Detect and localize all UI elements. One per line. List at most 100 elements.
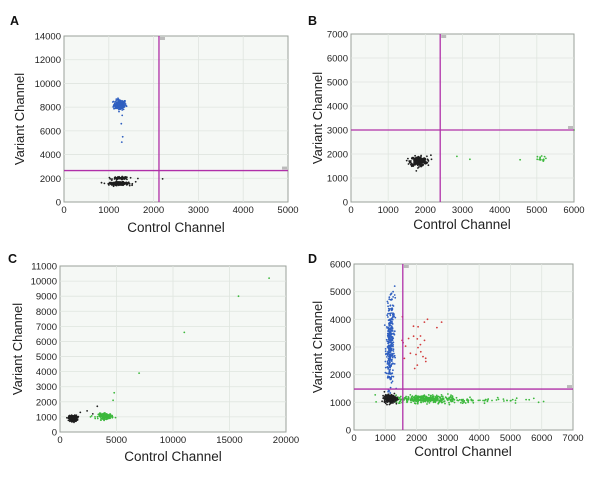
droplet-point-negative [415,157,418,160]
droplet-point-variant-positive [394,296,397,299]
droplet-point-double-positive [424,357,427,360]
x-tick-label: 6000 [531,433,552,444]
droplet-point-control-positive [427,398,430,401]
droplet-point-negative [426,158,429,161]
droplet-point-control-positive [543,155,546,158]
droplet-point-negative [126,178,128,181]
x-tick-label: 2000 [143,205,164,216]
droplet-point-control-positive [108,417,110,420]
y-tick-label: 11000 [31,262,57,273]
droplet-point-control-positive [416,401,419,404]
droplet-point-variant-positive [114,103,117,105]
droplet-point-control-positive [434,396,437,399]
y-tick-label: 1000 [330,398,351,409]
droplet-point-variant-positive [121,135,124,138]
droplet-point-variant-positive [390,335,393,338]
droplet-point-double-positive [404,345,407,347]
droplet-point-control-positive [439,399,442,402]
y-tick-label: 0 [343,198,348,209]
threshold-handle-control[interactable] [441,35,447,38]
droplet-point-negative [384,398,386,401]
droplet-point-negative [420,156,422,158]
droplet-point-control-positive [477,399,480,402]
droplet-point-variant-positive [389,366,391,369]
droplet-point-variant-positive [389,368,391,371]
droplet-point-variant-positive [391,332,393,335]
y-axis-label-d: Variant Channel [310,301,325,393]
droplet-point-control-positive [519,158,521,161]
threshold-handle-variant[interactable] [568,126,573,129]
threshold-handle-variant[interactable] [282,166,287,170]
droplet-point-control-positive [112,399,114,402]
droplet-point-control-positive [472,401,475,404]
droplet-point-negative [129,176,132,179]
droplet-point-variant-positive [388,323,391,326]
droplet-point-control-positive [114,416,117,419]
threshold-handle-control[interactable] [403,265,409,268]
droplet-point-negative [124,176,127,178]
droplet-point-control-positive [416,398,419,401]
droplet-point-double-positive [417,325,419,328]
droplet-point-variant-positive [122,103,125,106]
y-ticks-c: 0 1000 2000 3000 4000 5000 6000 7000 8000 9000 100… [31,262,57,439]
threshold-handle-variant[interactable] [567,385,572,389]
droplet-point-variant-positive [389,293,392,296]
droplet-point-control-positive [111,414,113,417]
droplet-point-control-positive [495,399,498,401]
droplet-point-control-positive [447,393,449,395]
droplet-point-double-positive [416,364,419,366]
droplet-point-variant-positive [390,321,392,323]
x-axis-label-c: Control Channel [124,449,222,464]
y-axis-label-c: Variant Channel [10,303,25,395]
droplet-point-variant-positive [394,316,397,319]
droplet-point-variant-positive [115,98,118,100]
droplet-point-control-positive [542,159,545,161]
droplet-point-variant-positive [389,386,392,389]
droplet-point-negative [121,183,123,185]
droplet-point-control-positive [113,391,116,394]
droplet-point-control-positive [103,416,105,419]
droplet-point-double-positive [417,346,419,349]
droplet-point-variant-positive [116,102,118,105]
droplet-point-negative [415,170,418,172]
droplet-point-variant-positive [114,106,117,108]
droplet-point-negative [387,393,390,396]
droplet-point-negative [70,414,73,416]
droplet-point-control-positive [439,397,442,399]
droplet-point-variant-positive [388,341,391,344]
y-tick-label: 5000 [330,287,351,298]
droplet-point-negative [420,160,423,162]
droplet-point-negative [76,419,79,421]
droplet-point-control-positive [462,398,464,401]
droplet-point-negative [419,164,421,167]
y-tick-label: 7000 [327,30,348,41]
x-tick-label: 3000 [437,433,458,444]
droplet-point-variant-positive [389,378,392,381]
droplet-point-negative [103,182,106,185]
droplet-point-control-positive [482,399,484,402]
droplet-point-negative [79,411,82,414]
droplet-point-variant-positive [392,375,395,378]
droplet-point-double-positive [419,343,422,346]
threshold-handle-control[interactable] [159,37,165,40]
droplet-point-negative [110,179,113,182]
droplet-point-control-positive [420,399,423,402]
droplet-point-variant-positive [388,376,391,379]
droplet-point-negative [393,392,396,395]
droplet-point-control-positive [426,403,428,405]
droplet-point-negative [394,395,396,398]
droplet-point-variant-positive [390,349,393,352]
droplet-point-negative [72,417,75,420]
droplet-point-control-positive [437,402,440,405]
droplet-point-control-positive [107,414,110,417]
droplet-point-variant-positive [122,108,125,111]
droplet-point-control-positive [460,401,462,404]
droplet-point-negative [383,401,386,403]
droplet-point-variant-positive [391,298,393,301]
droplet-point-control-positive [469,396,471,399]
droplet-point-negative [66,416,68,419]
droplet-point-negative [123,181,126,184]
y-tick-label: 4000 [36,367,57,378]
droplet-point-control-positive [399,400,402,402]
droplet-point-control-positive [510,399,512,402]
